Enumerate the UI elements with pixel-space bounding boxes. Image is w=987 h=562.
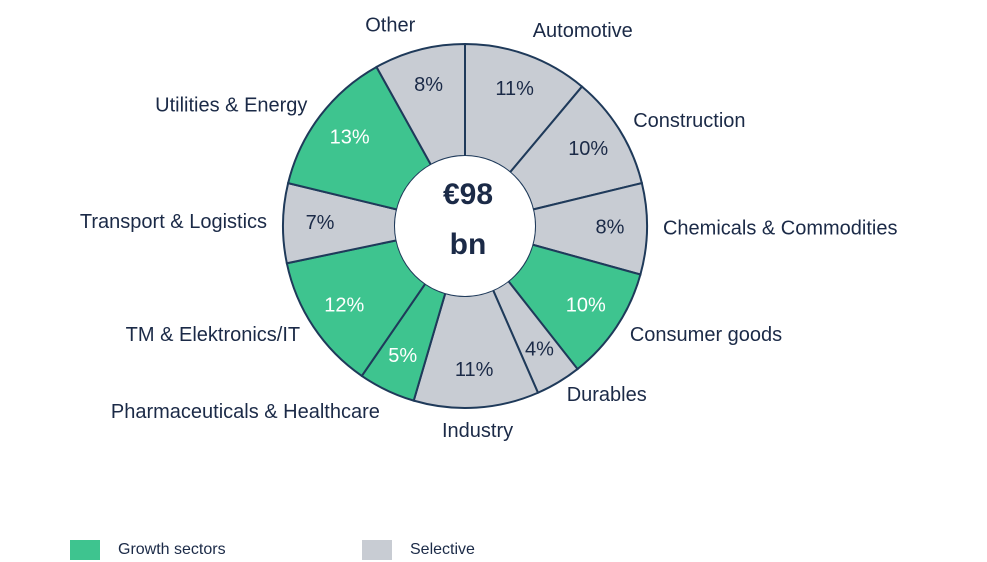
value-label: 11% xyxy=(495,78,534,100)
category-label: TM & Elektronics/IT xyxy=(126,324,300,346)
category-label: Automotive xyxy=(533,20,633,42)
legend-label: Selective xyxy=(410,541,475,558)
category-label: Transport & Logistics xyxy=(80,211,267,233)
value-label: 10% xyxy=(568,138,608,160)
category-label: Consumer goods xyxy=(630,324,782,346)
value-label: 4% xyxy=(525,339,554,361)
value-label: 13% xyxy=(330,126,370,148)
category-label: Construction xyxy=(633,110,745,132)
category-label: Pharmaceuticals & Healthcare xyxy=(111,401,380,423)
center-label: €98 xyxy=(443,178,493,211)
category-label: Utilities & Energy xyxy=(155,94,307,116)
center-label: bn xyxy=(450,228,487,261)
legend-label: Growth sectors xyxy=(118,541,226,558)
category-label: Other xyxy=(365,15,415,37)
category-label: Chemicals & Commodities xyxy=(663,217,898,239)
legend-swatch xyxy=(70,540,100,560)
donut-hole xyxy=(395,156,535,296)
value-label: 8% xyxy=(414,74,443,96)
value-label: 5% xyxy=(388,345,417,367)
value-label: 8% xyxy=(596,217,625,239)
category-label: Industry xyxy=(442,420,513,442)
legend-swatch xyxy=(362,540,392,560)
value-label: 10% xyxy=(566,295,606,317)
value-label: 12% xyxy=(324,295,364,317)
value-label: 11% xyxy=(455,359,494,381)
category-label: Durables xyxy=(567,384,647,406)
value-label: 7% xyxy=(306,212,335,234)
